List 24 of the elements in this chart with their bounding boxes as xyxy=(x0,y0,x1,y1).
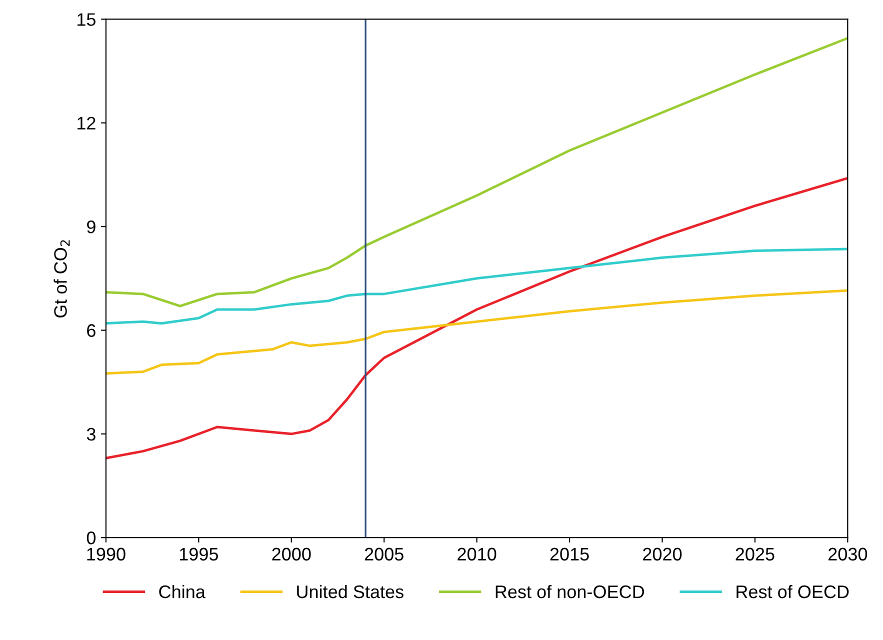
legend-label: Rest of non-OECD xyxy=(496,584,644,598)
legend-label: Rest of OECD xyxy=(736,584,849,598)
line-series xyxy=(106,248,848,325)
y-tick-label: 15 xyxy=(78,13,96,26)
x-tick-label: 2010 xyxy=(458,548,496,561)
x-tick-label: 2030 xyxy=(828,548,868,561)
line-series xyxy=(106,176,848,460)
y-tick-label: 9 xyxy=(87,220,96,234)
y-tick-label: 0 xyxy=(86,532,96,544)
x-tick-label: 2000 xyxy=(272,548,311,561)
y-tick-label: 6 xyxy=(87,324,96,337)
y-axis-title: Gt of CO$_{2}$ xyxy=(54,240,70,318)
x-tick-label: 1995 xyxy=(180,548,218,561)
legend-label: China xyxy=(159,584,206,598)
x-tick-label: 1990 xyxy=(87,548,126,561)
x-tick-label: 2015 xyxy=(550,548,589,561)
line-series xyxy=(106,289,848,375)
x-tick-label: 2025 xyxy=(736,548,774,561)
legend-label: United States xyxy=(297,584,404,598)
line-series xyxy=(106,36,848,308)
x-tick-label: 2005 xyxy=(364,548,404,561)
y-tick-label: 3 xyxy=(86,428,96,441)
y-tick-label: 12 xyxy=(78,116,96,130)
x-tick-label: 2020 xyxy=(643,548,682,561)
